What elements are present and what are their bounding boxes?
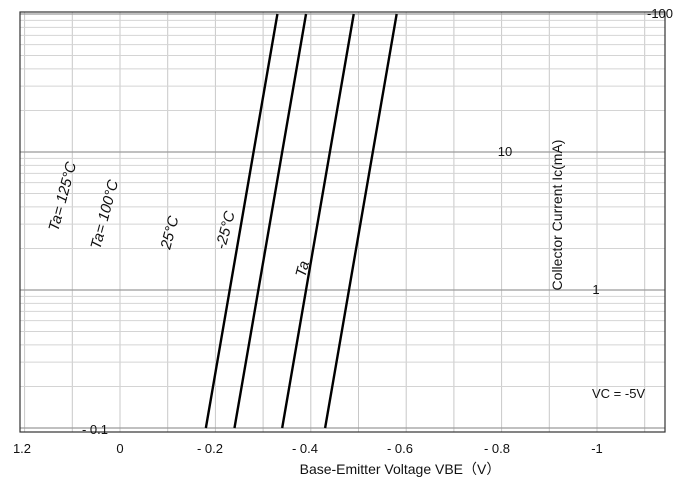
y-tick-label: 1 [592,282,599,297]
y-tick-label: -100 [647,6,673,21]
x-tick-label: - 0.2 [197,441,223,456]
plot-frame [19,11,666,433]
curve-label-ta-small: Ta [292,259,313,279]
x-tick-label: -1 [591,441,603,456]
y-axis-title: Collector Current Ic(mA) [549,140,565,291]
curves [204,13,398,429]
grid [19,11,666,433]
series-line-0 [204,13,279,429]
x-tick-label: 0 [116,441,123,456]
y-tick-label: 10 [498,144,512,159]
x-tick-label: 1.2 [13,441,31,456]
series-line-3 [323,13,398,429]
curve-label-ta125: Ta= 125°C [45,160,80,233]
x-tick-label: - 0.6 [387,441,413,456]
condition-label: VC = -5V [592,386,645,401]
x-tick-label: - 0.4 [292,441,318,456]
y-tick-label: - 0.1 [82,422,108,437]
curve-label-ta100: Ta= 100°C [87,178,122,251]
series-line-1 [233,13,308,429]
curve-label-minus25: -25°C [212,209,238,251]
tick-labels: 1.2 0 - 0.2 - 0.4 - 0.6 - 0.8 -1 -100 10 1 - 0.1 [13,6,673,456]
x-axis-title: Base-Emitter Voltage VBE（V） [300,461,501,477]
x-tick-label: - 0.8 [484,441,510,456]
curve-label-25: 25°C [157,214,182,252]
series-line-2 [280,13,355,429]
